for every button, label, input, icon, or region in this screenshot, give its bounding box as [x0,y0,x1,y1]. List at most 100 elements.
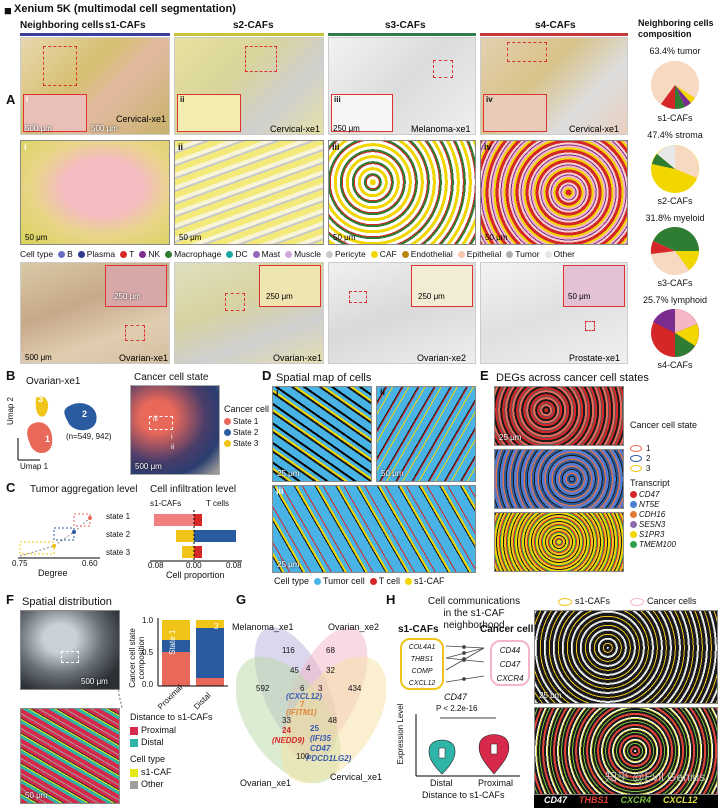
cancer-state-legend: State 1 State 2 State 3 [224,416,258,449]
panel-letter-f: F [6,592,14,607]
celltype-legend-f: s1-CAF Other [130,766,172,790]
header-bar-s2 [174,33,324,36]
state1-bar-label: State 1 [168,629,177,655]
legend-title: Cell type [274,576,310,586]
d-celltype-swatch [314,578,322,586]
venn-count: 100 [296,752,310,761]
composition-bars [157,618,228,687]
ytick: 1.0 [142,616,154,625]
distance-label: Distal [141,737,164,747]
gene-nedd9: (NEDD9) [272,736,305,745]
pie-name-s3: s3-CAFs [657,278,693,288]
inset-zoom: 50 μm [563,265,625,307]
legend-label: Cancer cells [647,596,697,606]
scale-label: 500 μm [91,124,118,133]
d-celltype-swatch [369,578,377,586]
celltype-swatch [457,251,465,259]
venn-count: 4 [306,664,311,673]
receptor-gene: CD47 [499,660,521,669]
spatial-map-i: i 25 μm [272,386,372,482]
deg-map-state1: 25 μm [494,386,624,446]
cellcomm-map-top: 25 μm [534,610,718,704]
scale-label: 50 μm [25,233,48,242]
celltype-legend-title-f: Cell type [130,754,166,764]
tissue-s1-cervical: i 500 μm 500 μm Cervical-xe1 [20,37,170,135]
scale-label: 50 μm [333,233,356,242]
violin-xcat-distal: Distal [430,778,453,788]
venn-count: 24 [282,726,291,735]
distribution-zoom: 50 μm [20,708,120,804]
sample-label: Cervical-xe1 [569,124,620,134]
scale-label: 50 μm [25,791,48,800]
header-bar-s4 [480,33,628,36]
celltype-muscle: Muscle [280,249,321,259]
legend-label: s1-CAFs [575,596,611,606]
celltype-label: Other [553,249,575,259]
xtick: 0.00 [186,561,202,570]
state-legend-item: State 2 [224,427,258,438]
state-legend-item: State 3 [224,438,258,449]
cellcomm-title-line2: in the s1-CAF neighborhood [443,608,505,631]
celltype-swatch [544,251,552,259]
pie-name-s4: s4-CAFs [657,360,693,370]
watermark: 知乎 @Evil Genius [605,770,706,784]
venn-set-ovarian2: Ovarian_xe2 [328,622,380,632]
gene-key-cd47: CD47 [544,795,568,805]
inset-id: ii [180,95,185,104]
umap-plot [17,396,97,461]
xtick: 0.75 [12,559,28,568]
zoom-id: i [276,387,279,397]
gene-cd47: CD47 [310,744,331,753]
d-celltype-label: s1-CAF [414,576,445,586]
ligand-gene: COL4A1 [408,644,436,651]
tissue-s1-ovarian: 250 μm 500 μm Ovarian-xe1 [20,262,170,364]
sample-label: Cervical-xe1 [116,114,167,124]
cell-proportion-label: Cell proportion [166,570,225,580]
panel-letter-a: A [6,92,16,107]
cluster-1-label: 1 [45,434,51,444]
degs-title: DEGs across cancer cell states [496,372,649,384]
celltype-label: CAF [379,249,397,259]
receptor-gene: CXCR4 [496,674,524,683]
venn-count: 68 [326,646,335,655]
legend-tcells: T cells [206,499,229,508]
violin-plot [415,714,520,777]
venn-count: 592 [256,684,270,693]
zoom-id: iv [484,142,492,152]
gene-cxcl12: (CXCL12) [286,692,323,701]
celltype-label: Muscle [294,249,322,259]
zoom-id: ii [380,387,386,397]
e-state-label: 2 [646,454,651,463]
spatial-map-iii: iii 25 μm [272,485,476,573]
xtick: 0.08 [148,561,164,570]
ligand-gene: THBS1 [410,656,434,663]
transcript-swatch [630,491,637,499]
scale-label: 25 μm [277,560,300,569]
col-header-s1: s1-CAFs [105,20,146,31]
gene-color-key: CD47 THBS1 CXCR4 CXCL12 [534,795,718,808]
scale-label: 250 μm [114,292,141,301]
celltype-label: NK [148,249,161,259]
tumor-aggregation-title: Tumor aggregation level [30,484,138,495]
panelb-sample: Ovarian-xe1 [26,376,81,387]
transcript-legend: CD47 NT5E CDH16 SESN3 S1PR3 TMEM100 [630,490,676,550]
state-swatch [224,418,231,426]
panel-letter-e: E [480,368,489,383]
transcript-swatch [630,521,637,529]
ligand-gene: CXCL12 [408,680,436,687]
panel-a-title: Xenium 5K (multimodal cell segmentation) [14,3,236,15]
cancer-state-title: Cancer cell state [630,420,698,430]
d-celltype-t-cell: T cell [365,576,400,586]
state-1-arrow-label: state 1 [106,512,131,521]
venn-diagram [236,627,386,784]
tissue-s2-cervical: ii Cervical-xe1 [174,37,324,135]
panel-letter-b: B [6,368,16,383]
violin-xcat-proximal: Proximal [478,778,514,788]
legend-s1cafs: s1-CAFs [150,499,182,508]
state-legend-item: State 1 [224,416,258,427]
violin-ylabel: Expression Level [396,703,405,765]
pie-name-s2: s2-CAFs [657,196,693,206]
celltype-other: Other [540,249,575,259]
state-3-arrow-label: state 3 [106,548,131,557]
